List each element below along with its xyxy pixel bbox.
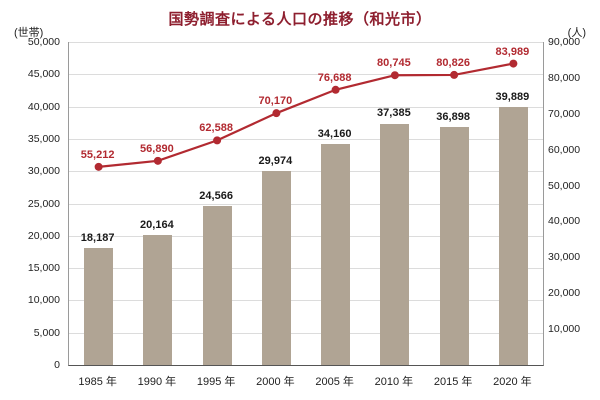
line-value-label: 76,688 bbox=[317, 71, 352, 84]
right-axis-tick-label: 70,000 bbox=[548, 107, 581, 120]
left-axis-tick-label: 25,000 bbox=[27, 197, 60, 210]
left-axis-tick-label: 30,000 bbox=[27, 165, 60, 178]
line-marker bbox=[390, 71, 399, 80]
gridline bbox=[69, 171, 543, 173]
bar-value-label: 37,385 bbox=[377, 107, 411, 120]
left-axis-tick-label: 35,000 bbox=[27, 132, 60, 145]
gridline bbox=[69, 332, 543, 334]
line-series bbox=[94, 59, 518, 171]
line-marker bbox=[331, 85, 340, 94]
line-value-label: 56,890 bbox=[140, 142, 174, 155]
line-marker bbox=[94, 162, 103, 171]
left-axis-tick-label: 15,000 bbox=[27, 262, 60, 275]
x-axis-tick-label: 1995 年 bbox=[196, 376, 236, 388]
left-axis-tick-label: 5,000 bbox=[33, 326, 60, 339]
bar bbox=[143, 234, 173, 365]
gridline bbox=[69, 138, 543, 140]
line-marker bbox=[509, 59, 518, 68]
left-axis-tick-label: 50,000 bbox=[27, 36, 60, 48]
gridline bbox=[69, 74, 543, 76]
line-value-label: 80,826 bbox=[436, 56, 470, 69]
bar-value-label: 29,974 bbox=[258, 155, 293, 168]
x-axis-tick-label: 1985 年 bbox=[78, 376, 117, 388]
line-marker bbox=[213, 136, 222, 145]
left-axis-tick-label: 45,000 bbox=[27, 68, 60, 81]
bar bbox=[439, 126, 469, 365]
right-axis-tick-label: 50,000 bbox=[548, 179, 581, 192]
right-axis-tick-label: 20,000 bbox=[548, 287, 581, 300]
right-axis-tick-label: 90,000 bbox=[548, 36, 581, 48]
gridline bbox=[69, 268, 543, 270]
bar bbox=[321, 144, 351, 365]
gridline bbox=[69, 203, 543, 205]
bar-value-label: 39,889 bbox=[495, 91, 530, 104]
right-axis-tick-label: 30,000 bbox=[548, 251, 581, 264]
right-axis-tick-label: 80,000 bbox=[548, 71, 581, 84]
bar-value-label: 24,566 bbox=[199, 190, 233, 203]
gridline bbox=[69, 42, 543, 43]
left-axis-unit-label: (世帯) bbox=[14, 27, 44, 39]
left-axis-tick-label: 20,000 bbox=[27, 229, 60, 242]
gridline bbox=[69, 300, 543, 302]
bar-value-label: 20,164 bbox=[140, 218, 174, 231]
line-marker bbox=[450, 70, 459, 79]
x-axis-tick-label: 2005 年 bbox=[315, 376, 354, 388]
x-axis-tick-label: 2020 年 bbox=[493, 376, 532, 388]
right-axis-tick-label: 10,000 bbox=[548, 323, 581, 336]
gridline bbox=[69, 106, 543, 108]
line-marker bbox=[272, 109, 281, 118]
line-value-label: 70,170 bbox=[258, 95, 293, 108]
left-axis-tick-label: 40,000 bbox=[27, 100, 60, 113]
bar bbox=[84, 247, 114, 365]
line-value-label: 62,588 bbox=[199, 122, 233, 135]
bar bbox=[261, 171, 291, 365]
right-axis-unit-label: (人) bbox=[567, 27, 586, 39]
right-axis-tick-label: 40,000 bbox=[548, 215, 581, 228]
bar-value-label: 36,898 bbox=[436, 110, 470, 123]
bar bbox=[380, 123, 410, 365]
line-marker bbox=[153, 156, 162, 165]
bar-value-label: 34,160 bbox=[317, 128, 352, 141]
bar-value-label: 18,187 bbox=[80, 231, 115, 244]
right-axis-tick-label: 60,000 bbox=[548, 143, 581, 156]
line-value-label: 80,745 bbox=[377, 57, 411, 70]
line-value-label: 83,989 bbox=[495, 45, 530, 58]
x-axis-tick-label: 1990 年 bbox=[137, 376, 177, 388]
left-axis-tick-label: 10,000 bbox=[27, 294, 60, 307]
x-axis-tick-label: 2015 年 bbox=[433, 376, 473, 388]
bar bbox=[498, 107, 528, 365]
left-axis-tick-label: 0 bbox=[54, 359, 60, 371]
x-axis-tick-label: 2010 年 bbox=[374, 376, 414, 388]
line-value-label: 55,212 bbox=[80, 148, 115, 161]
gridline bbox=[69, 235, 543, 237]
plot-area bbox=[68, 42, 544, 366]
chart-title: 国勢調査による人口の推移（和光市） bbox=[168, 11, 432, 28]
x-axis-tick-label: 2000 年 bbox=[256, 376, 295, 388]
bar bbox=[202, 206, 232, 365]
